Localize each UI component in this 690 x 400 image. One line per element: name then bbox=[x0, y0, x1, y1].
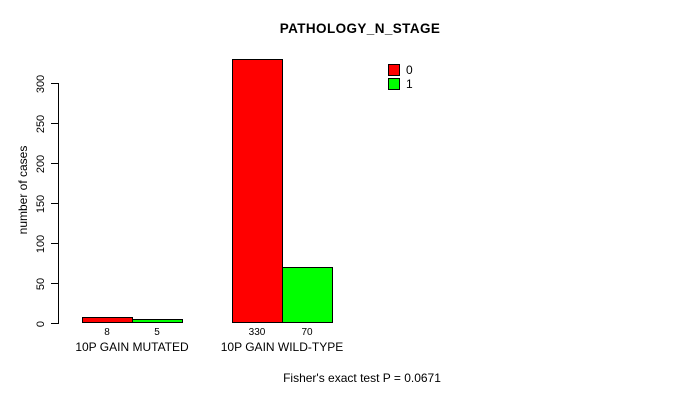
y-tick-mark bbox=[51, 123, 58, 124]
y-tick-label: 200 bbox=[35, 154, 47, 173]
legend-label: 0 bbox=[406, 63, 413, 77]
y-axis-line bbox=[58, 83, 59, 324]
bar-0-10p-gain-wild-type bbox=[232, 59, 283, 323]
y-tick-mark bbox=[51, 323, 58, 324]
y-tick-mark bbox=[51, 83, 58, 84]
y-tick-mark bbox=[51, 243, 58, 244]
bar-value-label: 5 bbox=[154, 327, 160, 338]
legend-label: 1 bbox=[406, 77, 413, 91]
y-tick-label: 300 bbox=[35, 74, 47, 93]
bar-value-label: 330 bbox=[248, 327, 266, 338]
bar-1-10p-gain-wild-type bbox=[282, 267, 333, 323]
y-tick-label: 250 bbox=[35, 114, 47, 133]
y-tick-mark bbox=[51, 163, 58, 164]
bar-value-label: 8 bbox=[104, 327, 110, 338]
statistical-test-note: Fisher's exact test P = 0.0671 bbox=[283, 371, 441, 385]
legend-row: 1 bbox=[388, 77, 413, 91]
category-label: 10P GAIN MUTATED bbox=[75, 340, 189, 354]
bar-value-label: 70 bbox=[301, 327, 313, 338]
legend-swatch-icon bbox=[388, 64, 400, 76]
bar-1-10p-gain-mutated bbox=[132, 319, 183, 323]
y-tick-mark bbox=[51, 283, 58, 284]
y-tick-label: 0 bbox=[35, 320, 47, 327]
chart-title: PATHOLOGY_N_STAGE bbox=[279, 21, 441, 36]
y-tick-label: 50 bbox=[35, 277, 47, 290]
y-tick-label: 100 bbox=[35, 234, 47, 253]
y-tick-label: 150 bbox=[35, 194, 47, 213]
legend-row: 0 bbox=[388, 63, 413, 77]
y-tick-mark bbox=[51, 203, 58, 204]
category-label: 10P GAIN WILD-TYPE bbox=[220, 340, 344, 354]
bar-0-10p-gain-mutated bbox=[82, 317, 133, 323]
legend-swatch-icon bbox=[388, 78, 400, 90]
